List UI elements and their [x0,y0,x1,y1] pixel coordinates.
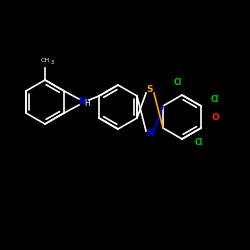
Text: O: O [211,112,219,122]
Text: N: N [78,98,86,106]
Text: 3: 3 [50,60,53,65]
Text: Cl: Cl [174,78,182,87]
Text: Cl: Cl [211,96,219,104]
Text: S: S [147,86,153,94]
Text: Cl: Cl [195,138,203,147]
Text: CH: CH [40,58,50,63]
Text: N: N [146,130,154,138]
Text: H: H [84,98,90,108]
